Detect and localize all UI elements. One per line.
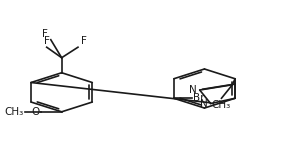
Text: O: O	[32, 107, 40, 117]
Text: N: N	[189, 85, 197, 95]
Text: N: N	[200, 99, 208, 108]
Text: CH₃: CH₃	[212, 100, 231, 110]
Text: CH₃: CH₃	[4, 107, 24, 117]
Text: F: F	[42, 29, 48, 39]
Text: F: F	[81, 36, 87, 47]
Text: F: F	[44, 36, 50, 47]
Text: Br: Br	[193, 93, 204, 103]
